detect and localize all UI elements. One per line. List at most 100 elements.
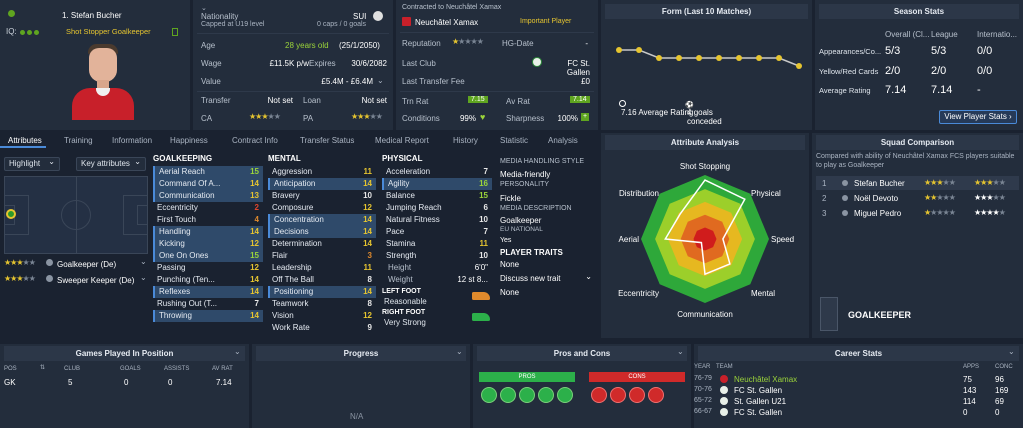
loan-value[interactable]: Not set	[361, 96, 387, 105]
attribute-row[interactable]: Reflexes 14	[153, 286, 263, 298]
injury-icon[interactable]	[648, 387, 664, 403]
form-point[interactable]	[616, 47, 622, 53]
squad-row[interactable]: 2 Noël Devoto ★★★★★ ★★★★★	[816, 191, 1019, 205]
tab-attributes[interactable]: Attributes	[8, 136, 42, 145]
attribute-row[interactable]: Concentration 14	[268, 214, 376, 226]
tab-analysis[interactable]: Analysis	[548, 136, 578, 145]
attribute-row[interactable]: Natural Fitness 10	[382, 214, 492, 226]
form-point[interactable]	[636, 47, 642, 53]
leave-icon[interactable]	[629, 387, 645, 403]
career-apps: 75	[963, 375, 972, 384]
form-point[interactable]	[716, 55, 722, 61]
attribute-row[interactable]: Composure 12	[268, 202, 376, 214]
attribute-row[interactable]: Decisions 14	[268, 226, 376, 238]
form-point[interactable]	[756, 55, 762, 61]
form-point[interactable]	[696, 55, 702, 61]
last-club-value[interactable]: FC St. Gallen	[566, 59, 590, 77]
pros-cons-chevron-icon[interactable]: ⌄	[677, 347, 684, 356]
attribute-row[interactable]: Anticipation 14	[268, 178, 376, 190]
attribute-value: 14	[250, 227, 259, 236]
form-point[interactable]	[736, 55, 742, 61]
club-crest-icon	[720, 375, 728, 383]
attribute-row[interactable]: Throwing 14	[153, 310, 263, 322]
attribute-row[interactable]: Aerial Reach 15	[153, 166, 263, 178]
role1-label[interactable]: Goalkeeper (De)	[57, 260, 117, 269]
attribute-row[interactable]: Punching (Ten... 14	[153, 274, 263, 286]
discuss-trait-dropdown[interactable]: Discuss new trait ⌄	[500, 272, 594, 283]
attribute-row[interactable]: Positioning 14	[268, 286, 376, 298]
squad-row[interactable]: 3 Miguel Pedro ★★★★★ ★★★★★	[816, 206, 1019, 220]
kick-icon[interactable]	[557, 387, 573, 403]
attribute-row[interactable]: Agility 16	[382, 178, 492, 190]
form-point[interactable]	[656, 55, 662, 61]
attribute-row[interactable]: Vision 12	[268, 310, 376, 322]
collapse-icon[interactable]: ⌄	[201, 5, 207, 12]
attribute-row[interactable]: Off The Ball 8	[268, 274, 376, 286]
tab-training[interactable]: Training	[64, 136, 93, 145]
role2-label[interactable]: Sweeper Keeper (De)	[57, 276, 135, 285]
highlight-dropdown[interactable]: Highlight ⌄	[4, 157, 60, 171]
attribute-row[interactable]: Flair 3	[268, 250, 376, 262]
career-team[interactable]: FC St. Gallen	[734, 408, 783, 417]
attribute-row[interactable]: Leadership 11	[268, 262, 376, 274]
attribute-row[interactable]: Teamwork 8	[268, 298, 376, 310]
tab-information[interactable]: Information	[112, 136, 153, 145]
attribute-row[interactable]: Work Rate 9	[268, 322, 376, 334]
career-year: 70-76	[694, 386, 712, 393]
red-card-icon[interactable]	[591, 387, 607, 403]
attribute-row[interactable]: Bravery 10	[268, 190, 376, 202]
sort-icon[interactable]: ⇅	[40, 365, 46, 371]
attribute-row[interactable]: Communication 13	[153, 190, 263, 202]
attribute-row[interactable]: Handling 14	[153, 226, 263, 238]
attribute-row[interactable]: Aggression 11	[268, 166, 376, 178]
attribute-row[interactable]: Jumping Reach 6	[382, 202, 492, 214]
career-team[interactable]: FC St. Gallen	[734, 386, 783, 395]
form-point[interactable]	[796, 63, 802, 69]
career-chevron-icon[interactable]: ⌄	[1008, 347, 1015, 356]
attribute-row[interactable]: Determination 14	[268, 238, 376, 250]
attribute-row[interactable]: Pace 7	[382, 226, 492, 238]
attribute-row[interactable]: Rushing Out (T... 7	[153, 298, 263, 310]
attribute-row[interactable]: Strength 10	[382, 250, 492, 262]
attribute-row[interactable]: Acceleration 7	[382, 166, 492, 178]
squad-row[interactable]: 1 Stefan Bucher ★★★★★ ★★★★★	[816, 176, 1019, 190]
attribute-row[interactable]: Stamina 11	[382, 238, 492, 250]
attribute-row[interactable]: Balance 15	[382, 190, 492, 202]
pin-icon[interactable]	[8, 10, 15, 17]
role2-chevron-icon[interactable]: ⌄	[140, 273, 147, 282]
tab-happiness[interactable]: Happiness	[170, 136, 208, 145]
attribute-row[interactable]: First Touch 4	[153, 214, 263, 226]
form-point[interactable]	[676, 55, 682, 61]
rush-icon[interactable]	[538, 387, 554, 403]
position-marker[interactable]	[6, 209, 16, 219]
attribute-row[interactable]: Eccentricity 2	[153, 202, 263, 214]
notes-icon[interactable]	[172, 28, 178, 36]
catch-icon[interactable]	[481, 387, 497, 403]
games-chevron-icon[interactable]: ⌄	[234, 347, 241, 356]
attribute-name: Composure	[272, 203, 314, 212]
save-icon[interactable]	[519, 387, 535, 403]
tab-contract-info[interactable]: Contract Info	[232, 136, 278, 145]
tab-medical-report[interactable]: Medical Report	[375, 136, 429, 145]
key-attributes-dropdown[interactable]: Key attributes ⌄	[76, 157, 146, 171]
card-icon[interactable]	[610, 387, 626, 403]
star-icon[interactable]	[500, 387, 516, 403]
career-team[interactable]: St. Gallen U21	[734, 397, 787, 406]
attribute-row[interactable]: Kicking 12	[153, 238, 263, 250]
form-point[interactable]	[776, 55, 782, 61]
tab-transfer-status[interactable]: Transfer Status	[300, 136, 355, 145]
attribute-value: 4	[254, 215, 259, 224]
age-value: 28 years old	[285, 41, 329, 50]
attribute-row[interactable]: Command Of A... 14	[153, 178, 263, 190]
attribute-row[interactable]: Passing 12	[153, 262, 263, 274]
attribute-row[interactable]: One On Ones 15	[153, 250, 263, 262]
career-team[interactable]: Neuchâtel Xamax	[734, 375, 798, 384]
tab-history[interactable]: History	[453, 136, 478, 145]
value-chevron-icon[interactable]: ⌄	[377, 76, 384, 85]
view-player-stats-button[interactable]: View Player Stats ›	[939, 110, 1017, 124]
progress-chevron-icon[interactable]: ⌄	[456, 347, 463, 356]
transfer-value[interactable]: Not set	[267, 96, 293, 105]
club-name[interactable]: Neuchâtel Xamax	[415, 18, 479, 27]
role1-chevron-icon[interactable]: ⌄	[140, 257, 147, 266]
tab-statistic[interactable]: Statistic	[500, 136, 529, 145]
